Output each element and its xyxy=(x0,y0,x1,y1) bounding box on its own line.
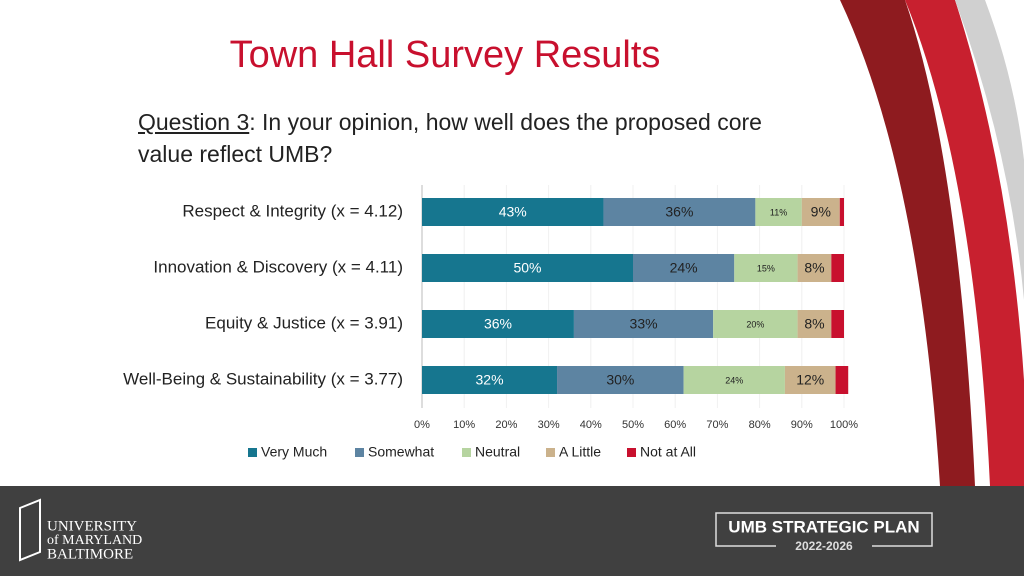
x-tick-label: 0% xyxy=(414,419,430,431)
bar-segment xyxy=(797,254,832,282)
bar-segment xyxy=(422,198,604,226)
data-label: 9% xyxy=(811,204,831,220)
bar-segment xyxy=(734,254,798,282)
legend-swatch xyxy=(355,448,364,457)
legend-label: Not at All xyxy=(640,444,696,460)
footer xyxy=(0,486,1024,576)
data-label: 50% xyxy=(513,260,541,276)
bar-segment xyxy=(797,310,832,338)
y-tick-label: Respect & Integrity (x = 4.12) xyxy=(182,201,403,220)
legend-label: Somewhat xyxy=(368,444,434,460)
x-tick-label: 20% xyxy=(495,419,517,431)
decor xyxy=(840,0,975,486)
legend-swatch xyxy=(248,448,257,457)
x-tick-label: 60% xyxy=(664,419,686,431)
bar-segment xyxy=(557,366,684,394)
bar-segment xyxy=(831,310,844,338)
bar-segment xyxy=(801,198,840,226)
bar-segment xyxy=(755,198,802,226)
x-tick-label: 80% xyxy=(749,419,771,431)
chart-title: Town Hall Survey Results xyxy=(230,34,661,76)
legend-label: A Little xyxy=(559,444,601,460)
decor xyxy=(905,0,1024,486)
bar-segment xyxy=(839,198,844,226)
bar-segment xyxy=(573,310,714,338)
bar-segment xyxy=(422,254,633,282)
bar-segment xyxy=(633,254,735,282)
question: Question 3: In your opinion, how well do… xyxy=(138,106,798,170)
logo-mark xyxy=(19,498,41,562)
data-label: 8% xyxy=(804,316,824,332)
plan-title: UMB STRATEGIC PLAN xyxy=(728,517,919,536)
data-label: 24% xyxy=(725,375,743,385)
bar-segment xyxy=(603,198,756,226)
plan-gap xyxy=(776,538,872,554)
data-label: 36% xyxy=(484,316,512,332)
legend-label: Very Much xyxy=(261,444,327,460)
legend-swatch xyxy=(546,448,555,457)
data-label: 11% xyxy=(770,207,787,217)
logo-text: of MARYLAND xyxy=(47,533,142,548)
x-tick-label: 70% xyxy=(706,419,728,431)
data-label: 36% xyxy=(665,204,693,220)
bar-segment xyxy=(831,254,844,282)
x-tick-label: 100% xyxy=(830,419,858,431)
decor xyxy=(955,0,1024,300)
data-label: 43% xyxy=(499,204,527,220)
x-tick-label: 90% xyxy=(791,419,813,431)
data-label: 30% xyxy=(606,372,634,388)
x-tick-label: 30% xyxy=(538,419,560,431)
question-label: Question 3 xyxy=(138,109,250,135)
bar-segment xyxy=(713,310,798,338)
x-tick-label: 50% xyxy=(622,419,644,431)
y-tick-label: Innovation & Discovery (x = 4.11) xyxy=(153,257,403,276)
y-tick-label: Equity & Justice (x = 3.91) xyxy=(205,313,403,332)
bar-segment xyxy=(835,366,849,394)
data-label: 32% xyxy=(476,372,504,388)
legend-swatch xyxy=(462,448,471,457)
question-text: : In your opinion, how well does the pro… xyxy=(138,109,762,167)
data-label: 15% xyxy=(757,263,775,273)
bar-segment xyxy=(422,366,558,394)
y-tick-label: Well-Being & Sustainability (x = 3.77) xyxy=(123,369,403,388)
logo-text: UNIVERSITY xyxy=(47,518,137,534)
data-label: 33% xyxy=(630,316,658,332)
data-label: 8% xyxy=(804,260,824,276)
bar-segment xyxy=(683,366,785,394)
bar-segment xyxy=(422,310,574,338)
data-label: 12% xyxy=(796,372,824,388)
data-label: 24% xyxy=(670,260,698,276)
data-label: 20% xyxy=(746,319,764,329)
legend-label: Neutral xyxy=(475,444,520,460)
x-tick-label: 40% xyxy=(580,419,602,431)
plan-years: 2022-2026 xyxy=(795,539,853,553)
logo-text: BALTIMORE xyxy=(47,546,133,562)
x-tick-label: 10% xyxy=(453,419,475,431)
bar-segment xyxy=(784,366,836,394)
legend-swatch xyxy=(627,448,636,457)
